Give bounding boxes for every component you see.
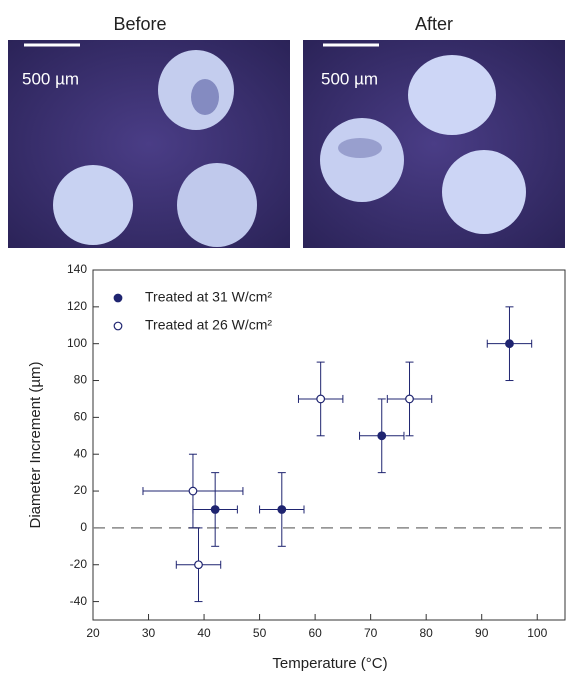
x-tick-label: 90 [475,626,489,640]
x-tick-label: 50 [253,626,267,640]
y-tick-label: 0 [80,520,87,534]
legend-label: Treated at 26 W/cm² [145,317,272,333]
legend-marker [114,322,122,330]
point [406,395,414,403]
x-tick-label: 40 [197,626,211,640]
image-title: After [415,14,453,34]
image-title: Before [113,14,166,34]
y-tick-label: 20 [74,483,88,497]
point [189,487,197,495]
point [506,340,514,348]
x-axis-label: Temperature (°C) [272,655,387,672]
y-tick-label: 40 [74,446,88,460]
point [211,506,219,514]
y-tick-label: 120 [67,299,87,313]
photo-before: 500 µm [8,40,290,248]
photo-after: 500 µm [303,40,565,248]
y-tick-label: 140 [67,262,87,276]
x-tick-label: 100 [527,626,547,640]
page: Before After 500 µm 500 µm Temperature (… [0,0,569,678]
point [378,432,386,440]
x-tick-label: 80 [419,626,433,640]
x-tick-label: 60 [308,626,322,640]
point [195,561,203,569]
legend-marker [114,294,122,302]
point [317,395,325,403]
y-tick-label: 100 [67,336,87,350]
scale-label: 500 µm [22,69,79,88]
y-tick-label: -20 [70,557,88,571]
y-axis-label: Diameter Increment (µm) [27,361,44,528]
legend-label: Treated at 31 W/cm² [145,289,272,305]
x-tick-label: 30 [142,626,156,640]
y-tick-label: -40 [70,594,88,608]
point [278,506,286,514]
y-tick-label: 60 [74,410,88,424]
y-tick-label: 80 [74,373,88,387]
x-tick-label: 70 [364,626,378,640]
scale-label: 500 µm [321,69,378,88]
figure: Before After 500 µm 500 µm Temperature (… [0,0,569,678]
x-tick-label: 20 [86,626,100,640]
